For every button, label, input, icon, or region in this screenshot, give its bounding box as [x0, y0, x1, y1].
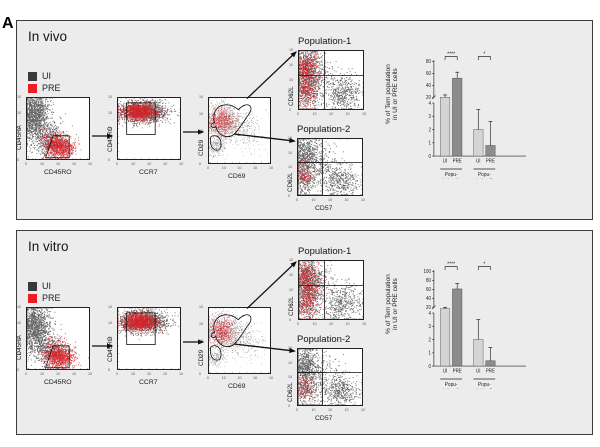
svg-text:2: 2 [429, 127, 432, 133]
svg-text:20: 20 [426, 95, 431, 101]
svg-text:3: 3 [429, 324, 432, 330]
svg-text:3: 3 [429, 114, 432, 120]
svg-text:1: 1 [429, 140, 432, 146]
svg-text:0: 0 [429, 154, 432, 160]
svg-text:40: 40 [426, 296, 431, 302]
svg-text:lation-1: lation-1 [443, 388, 459, 389]
svg-text:4: 4 [429, 311, 432, 317]
svg-text:UI: UI [476, 368, 480, 374]
svg-text:20: 20 [426, 305, 431, 311]
svg-text:0: 0 [429, 364, 432, 370]
svg-text:lation-2: lation-2 [477, 388, 493, 389]
svg-text:PRE: PRE [486, 368, 495, 374]
svg-text:PRE: PRE [453, 368, 462, 374]
svg-text:****: **** [447, 51, 456, 57]
svg-text:PRE: PRE [486, 158, 495, 164]
svg-text:1: 1 [429, 350, 432, 356]
svg-text:UI: UI [443, 158, 447, 164]
svg-text:Popu-: Popu- [445, 382, 458, 388]
svg-text:80: 80 [426, 59, 431, 65]
svg-text:PRE: PRE [453, 158, 462, 164]
svg-text:60: 60 [426, 71, 431, 77]
svg-text:UI: UI [476, 158, 480, 164]
svg-text:lation-1: lation-1 [443, 178, 459, 179]
svg-text:****: **** [447, 261, 456, 267]
svg-text:100: 100 [424, 269, 432, 275]
svg-text:60: 60 [426, 287, 431, 293]
svg-text:80: 80 [426, 278, 431, 284]
svg-text:UI: UI [443, 368, 447, 374]
svg-text:2: 2 [429, 337, 432, 343]
svg-text:40: 40 [426, 83, 431, 89]
svg-text:Popu-: Popu- [478, 172, 491, 178]
svg-text:Popu-: Popu- [478, 382, 491, 388]
svg-text:Popu-: Popu- [445, 172, 458, 178]
svg-text:lation-2: lation-2 [477, 178, 493, 179]
svg-text:4: 4 [429, 101, 432, 107]
